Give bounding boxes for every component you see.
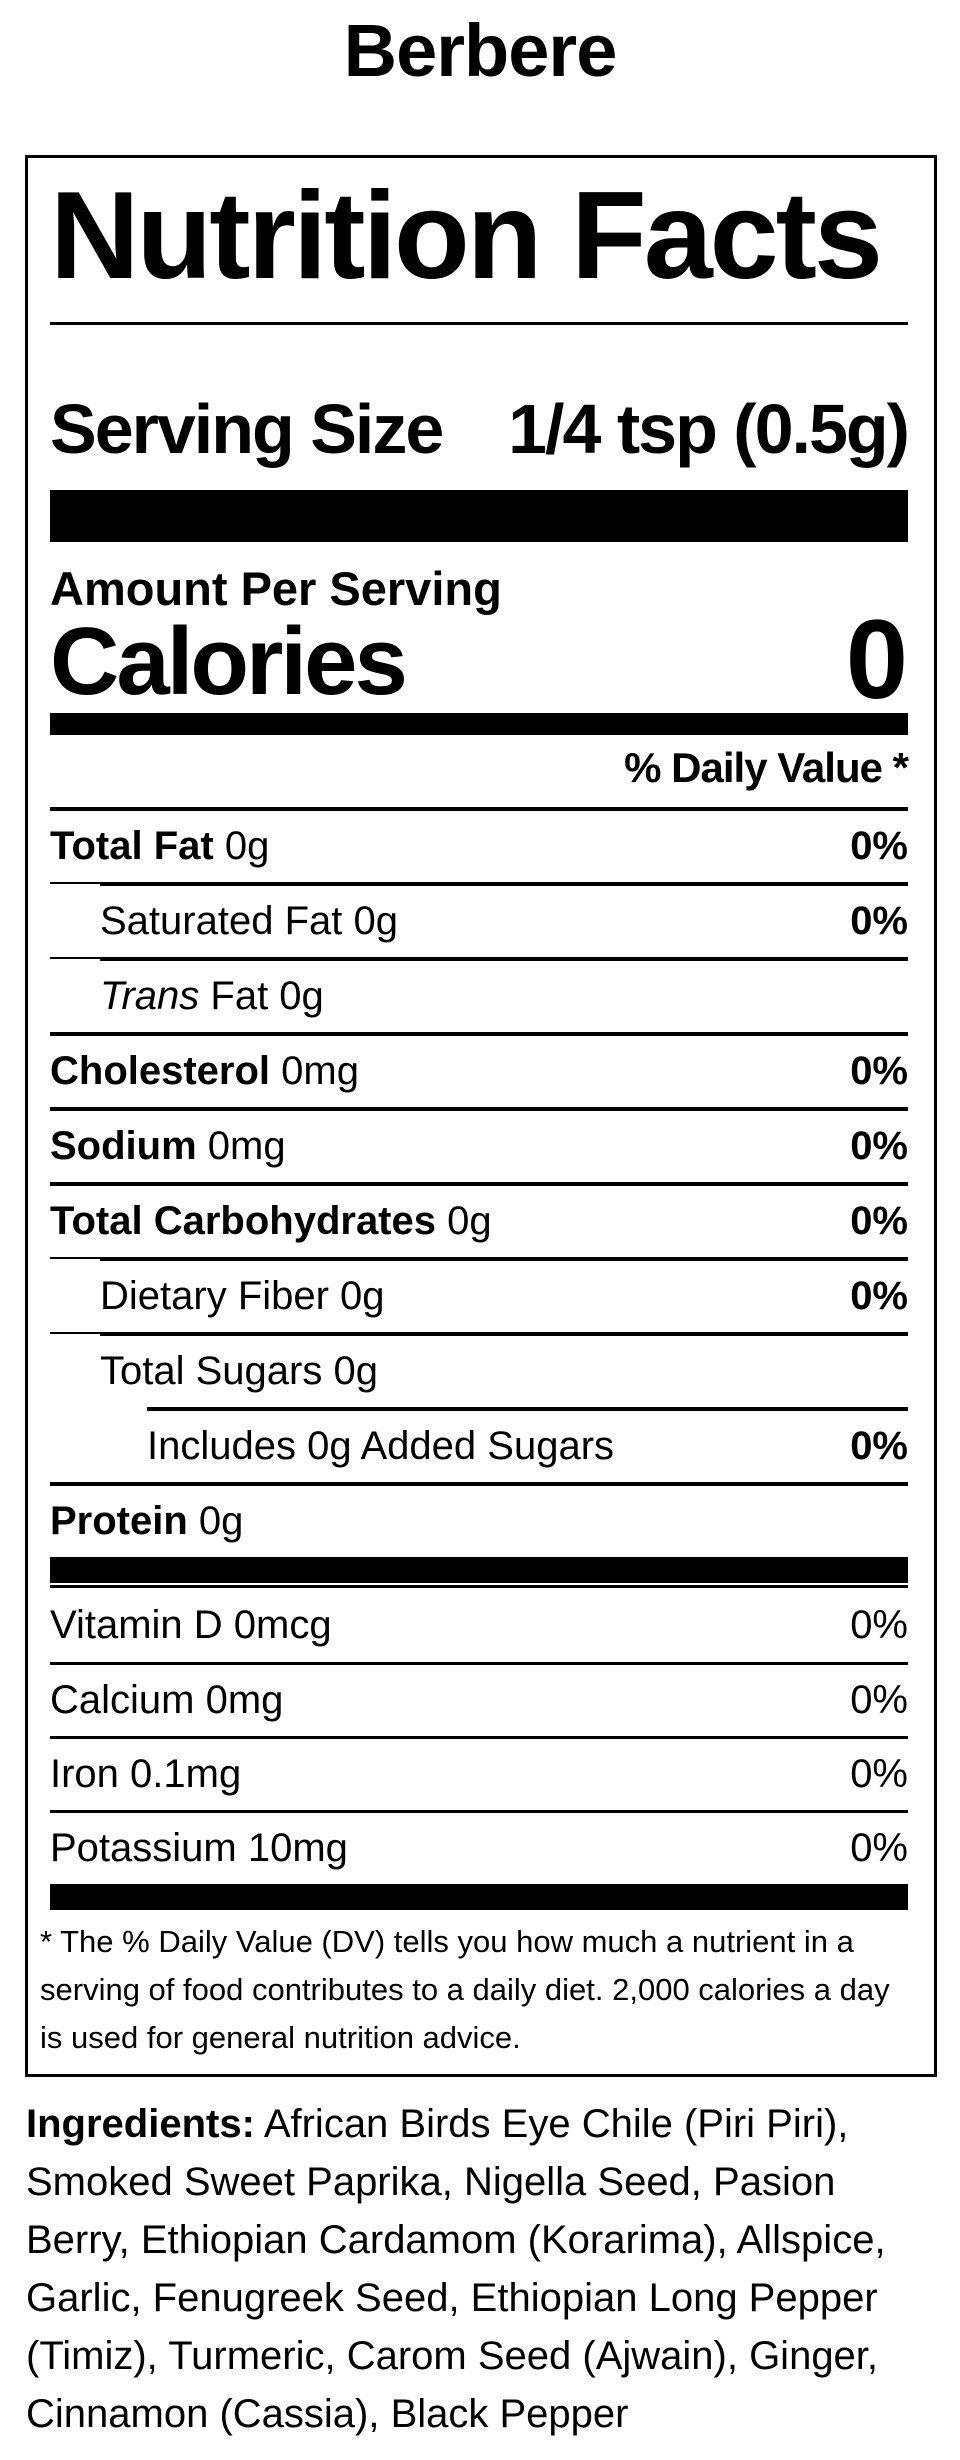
nutrient-name: Dietary Fiber 0g [100,1274,385,1319]
separator-bar-thick [50,490,908,542]
nutrient-name: Total Sugars 0g [100,1349,378,1394]
row-indent [50,1332,100,1407]
nutrient-name: Total Carbohydrates 0g [50,1199,492,1244]
nutrient-row-content: Saturated Fat 0g 0% [100,882,908,957]
ingredients-text: African Birds Eye Chile (Piri Piri), Smo… [26,2102,886,2437]
nutrition-facts-panel: Nutrition Facts Serving Size 1/4 tsp (0.… [25,155,937,2078]
nutrient-daily-value: 0% [850,824,908,869]
nutrient-row: Sodium 0mg 0% [50,1107,908,1182]
nutrient-row: Cholesterol 0mg 0% [50,1032,908,1107]
nutrient-row-content: Cholesterol 0mg 0% [50,1036,908,1107]
nutrient-daily-value: 0% [850,1049,908,1094]
separator-bar-after-protein [50,1557,908,1584]
nutrient-daily-value: 0% [850,1424,908,1469]
vitamin-name: Calcium 0mg [50,1678,284,1723]
nutrient-row: Protein 0g [50,1482,908,1557]
daily-value-footnote: * The % Daily Value (DV) tells you how m… [40,1924,890,2056]
calories-row: Calories 0 [50,597,908,722]
nutrient-daily-value: 0% [850,1199,908,1244]
daily-value-header: % Daily Value * [624,744,909,792]
separator-bar-medium [50,713,908,736]
nutrient-name: Sodium 0mg [50,1124,286,1169]
nutrition-facts-heading: Nutrition Facts [50,167,883,305]
separator-bar-after-potassium [50,1884,908,1911]
vitamin-name: Potassium 10mg [50,1826,348,1871]
nutrient-daily-value: 0% [850,899,908,944]
nutrient-row-content: Total Carbohydrates 0g 0% [50,1186,908,1257]
vitamin-daily-value: 0% [850,1602,908,1647]
amount-per-serving-label: Amount Per Serving [50,562,502,615]
vitamin-row: Iron 0.1mg 0% [50,1736,908,1810]
serving-size-row: Serving Size 1/4 tsp (0.5g) [50,390,910,468]
nutrient-row-content: Total Fat 0g 0% [50,811,908,882]
nutrient-row: Trans Fat 0g [50,957,908,1032]
nutrient-row: Total Sugars 0g [50,1332,908,1407]
nutrient-name: Saturated Fat 0g [100,899,398,944]
vitamin-daily-value: 0% [850,1826,908,1871]
page-title: Berbere [343,9,618,92]
row-indent [50,1257,100,1332]
calories-label: Calories [50,608,408,715]
nutrient-row: Total Fat 0g 0% [50,807,908,882]
nutrient-daily-value: 0% [850,1274,908,1319]
nutrient-row-content: Trans Fat 0g [100,957,908,1032]
row-indent [50,1407,147,1482]
vitamin-name: Iron 0.1mg [50,1752,242,1797]
serving-size-label: Serving Size [50,390,444,468]
nutrient-row-content: Sodium 0mg 0% [50,1111,908,1182]
header-rule [50,322,908,325]
vitamin-row: Calcium 0mg 0% [50,1662,908,1736]
nutrient-row: Saturated Fat 0g 0% [50,882,908,957]
nutrient-row-content: Includes 0g Added Sugars 0% [147,1407,908,1482]
nutrient-row-content: Protein 0g [50,1486,908,1557]
row-indent [50,882,100,957]
nutrient-name: Trans Fat 0g [100,974,324,1019]
nutrient-row-content: Dietary Fiber 0g 0% [100,1257,908,1332]
nutrient-row: Total Carbohydrates 0g 0% [50,1182,908,1257]
nutrient-name: Protein 0g [50,1499,244,1544]
vitamin-name: Vitamin D 0mcg [50,1602,332,1647]
row-indent [50,957,100,1032]
vitamin-daily-value: 0% [850,1678,908,1723]
vitamin-row: Vitamin D 0mcg 0% [50,1588,908,1662]
nutrient-daily-value: 0% [850,1124,908,1169]
nutrient-name: Cholesterol 0mg [50,1049,359,1094]
ingredients-label: Ingredients: [26,2102,255,2147]
vitamin-row: Potassium 10mg 0% [50,1810,908,1884]
vitamin-daily-value: 0% [850,1752,908,1797]
vitamin-table: Vitamin D 0mcg 0% Calcium 0mg 0% Iron 0.1mg 0… [50,1585,908,1884]
nutrient-row: Dietary Fiber 0g 0% [50,1257,908,1332]
nutrient-row-content: Total Sugars 0g [100,1332,908,1407]
nutrient-name: Total Fat 0g [50,824,270,869]
nutrient-name: Includes 0g Added Sugars [147,1424,615,1469]
serving-size-value: 1/4 tsp (0.5g) [508,390,910,468]
ingredients-paragraph: Ingredients: African Birds Eye Chile (Pi… [26,2095,931,2443]
nutrient-table: Total Fat 0g 0% Saturated Fat 0g 0% Trans Fa… [50,807,908,1557]
calories-value: 0 [845,597,908,722]
nutrient-row: Includes 0g Added Sugars 0% [50,1407,908,1482]
